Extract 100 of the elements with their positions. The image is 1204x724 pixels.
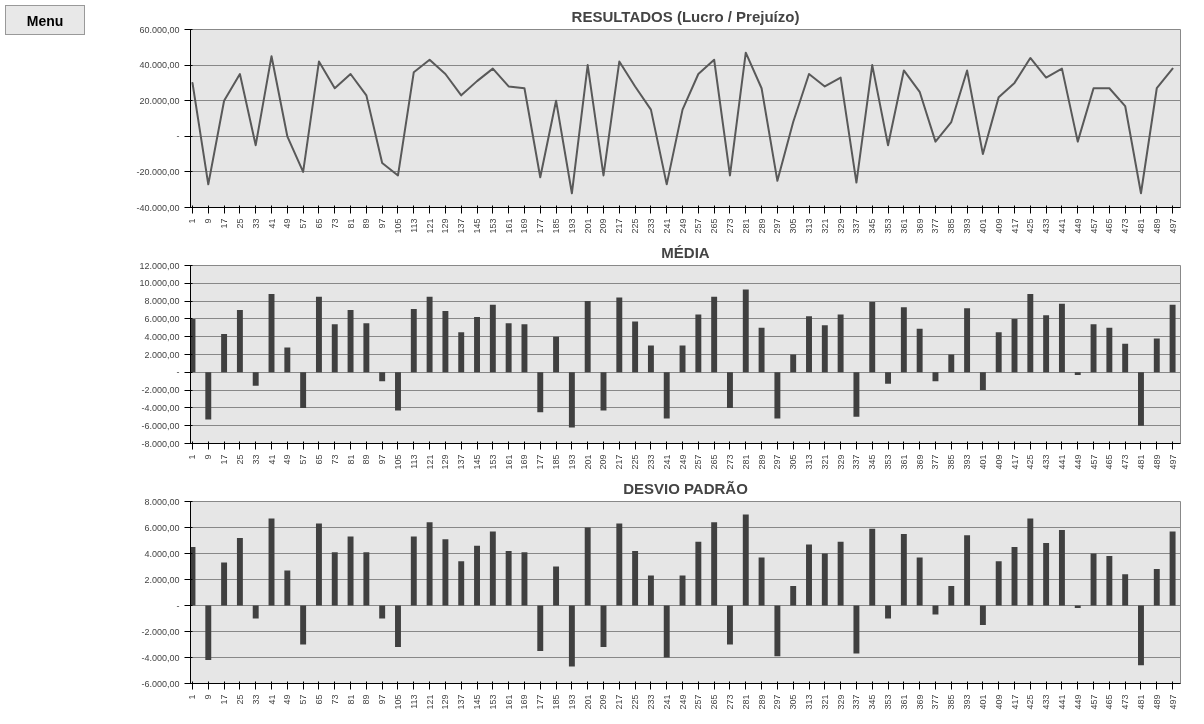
bar <box>205 605 212 661</box>
x-tick-label: 201 <box>582 694 593 710</box>
x-tick-label: 265 <box>709 218 720 234</box>
x-tick-label: 105 <box>392 454 403 470</box>
x-tick-label: 361 <box>898 218 909 234</box>
x-tick-label: 185 <box>551 694 562 710</box>
bar <box>679 345 686 373</box>
bar <box>900 307 907 373</box>
x-tick-label: 137 <box>456 694 467 710</box>
x-tick-label: 145 <box>472 218 483 234</box>
bar <box>742 514 749 606</box>
bar <box>331 324 338 373</box>
bar <box>284 347 291 373</box>
bar <box>252 372 259 386</box>
x-tick-label: 137 <box>456 454 467 470</box>
x-tick-label: 241 <box>661 694 672 710</box>
x-tick-label: 425 <box>1025 218 1036 234</box>
x-tick-label: 489 <box>1151 454 1162 470</box>
bar <box>537 605 544 651</box>
bar <box>458 332 465 373</box>
x-tick-label: 273 <box>724 694 735 710</box>
x-tick-label: 9 <box>203 694 214 700</box>
bar <box>315 296 322 373</box>
bar <box>505 550 512 606</box>
bar <box>711 296 718 373</box>
x-tick-label: 105 <box>392 694 403 710</box>
x-tick-label: 145 <box>472 454 483 470</box>
x-tick-label: 89 <box>361 218 372 229</box>
y-tick-label: 2.000,00 <box>144 349 180 360</box>
x-tick-label: 97 <box>377 454 388 465</box>
x-tick-label: 89 <box>361 454 372 465</box>
bar <box>505 323 512 373</box>
bar <box>521 324 528 373</box>
bar <box>885 372 892 384</box>
y-tick-label: 6.000,00 <box>144 522 180 533</box>
bar <box>900 534 907 606</box>
x-tick-label: 17 <box>219 694 230 705</box>
bar <box>395 372 401 411</box>
x-tick-label: 281 <box>740 454 751 470</box>
x-tick-label: 41 <box>266 694 277 705</box>
x-tick-label: 169 <box>519 454 530 470</box>
x-tick-label: 233 <box>645 694 656 710</box>
x-tick-label: 209 <box>598 218 609 234</box>
x-tick-label: 433 <box>1041 694 1052 710</box>
bar <box>853 372 860 417</box>
x-tick-label: 177 <box>535 694 546 710</box>
x-tick-label: 33 <box>250 218 261 229</box>
y-tick-label: 6.000,00 <box>144 313 180 324</box>
x-tick-label: 169 <box>519 218 530 234</box>
x-tick-label: 481 <box>1135 694 1146 710</box>
bar <box>711 522 718 606</box>
x-tick-label: 417 <box>1009 218 1020 234</box>
bar <box>1074 372 1081 375</box>
x-tick-label: 473 <box>1120 694 1131 710</box>
x-tick-label: 441 <box>1056 218 1067 234</box>
bar <box>774 605 781 657</box>
x-tick-label: 137 <box>456 218 467 234</box>
bar <box>695 541 702 606</box>
bar <box>869 301 876 373</box>
x-tick-label: 121 <box>424 218 435 234</box>
x-tick-label: 265 <box>709 694 720 710</box>
bar <box>1153 569 1160 606</box>
x-tick-label: 369 <box>914 694 925 710</box>
y-tick-label: - <box>176 600 180 611</box>
x-tick-label: 201 <box>582 454 593 470</box>
x-tick-label: 489 <box>1151 218 1162 234</box>
bar <box>1122 574 1129 606</box>
x-tick-label: 345 <box>867 454 878 470</box>
x-tick-label: 65 <box>313 454 324 465</box>
x-tick-label: 289 <box>756 694 767 710</box>
y-tick-label: 2.000,00 <box>144 574 180 585</box>
bar <box>821 325 828 373</box>
bar <box>1058 303 1065 373</box>
x-tick-label: 401 <box>977 218 988 234</box>
x-tick-label: 385 <box>946 454 957 470</box>
x-tick-label: 345 <box>867 694 878 710</box>
y-tick-label: -6.000,00 <box>141 420 180 431</box>
x-tick-label: 1 <box>187 694 198 700</box>
bar <box>679 575 686 606</box>
x-tick-label: 337 <box>851 694 862 710</box>
x-tick-label: 465 <box>1104 218 1115 234</box>
x-tick-label: 297 <box>772 694 783 710</box>
x-tick-label: 241 <box>661 454 672 470</box>
x-tick-label: 81 <box>345 454 356 465</box>
x-tick-label: 497 <box>1167 454 1178 470</box>
x-tick-label: 465 <box>1104 454 1115 470</box>
x-tick-label: 121 <box>424 694 435 710</box>
x-tick-label: 105 <box>392 218 403 234</box>
y-tick-label: 4.000,00 <box>144 331 180 342</box>
bar <box>584 527 591 606</box>
bar <box>647 575 654 606</box>
bar <box>442 310 449 373</box>
bar <box>790 354 797 373</box>
bar <box>790 586 797 606</box>
x-tick-label: 241 <box>661 218 672 234</box>
x-tick-label: 73 <box>329 218 340 229</box>
y-tick-label: -20.000,00 <box>136 166 180 177</box>
bar <box>727 605 733 645</box>
x-tick-label: 225 <box>630 694 641 710</box>
text: Menu <box>26 12 64 31</box>
